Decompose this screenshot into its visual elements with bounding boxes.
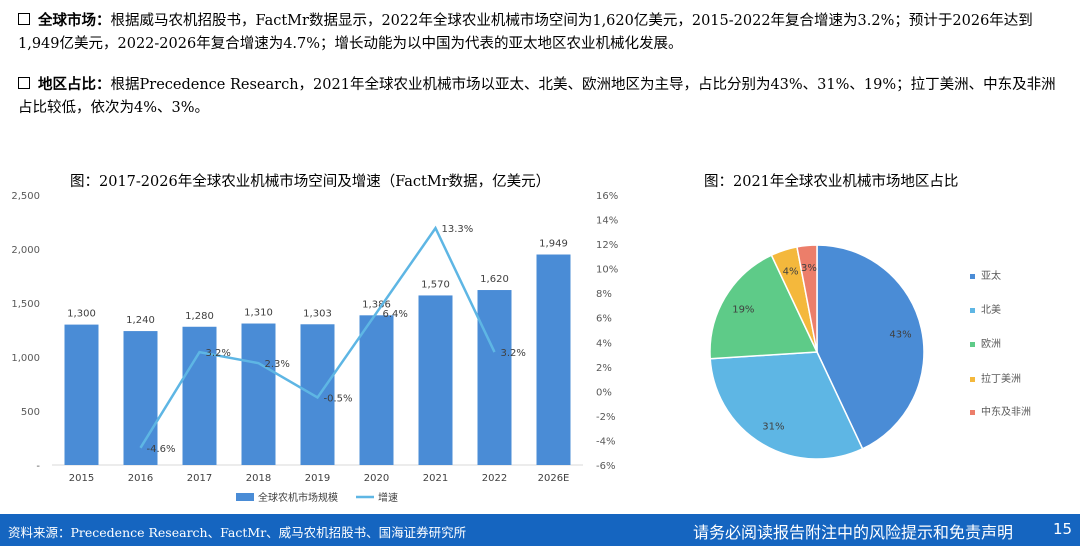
growth-value-label: 6.4% (383, 309, 408, 320)
bar-value-label: 1,949 (539, 239, 568, 250)
footer-source: 资料来源：Precedence Research、FactMr、威马农机招股书、… (8, 525, 467, 540)
x-axis-tick-label: 2020 (364, 473, 389, 484)
bar (536, 254, 571, 465)
right-axis-tick-label: 12% (596, 240, 618, 251)
bullet-text: 根据Precedence Research，2021年全球农业机械市场以亚太、北… (18, 77, 1056, 116)
right-axis-tick-label: 0% (596, 387, 612, 398)
legend-label: 北美 (981, 303, 1001, 316)
left-axis-tick-label: 2,500 (11, 191, 40, 202)
right-axis-tick-label: -2% (596, 412, 615, 423)
bar (359, 315, 394, 465)
footer-disclaimer: 请务必阅读报告附注中的风险提示和免责声明 (693, 523, 1014, 542)
legend-bar-label: 全球农机市场规模 (258, 491, 338, 504)
legend-label: 欧洲 (981, 338, 1001, 350)
x-axis-tick-label: 2015 (69, 473, 94, 484)
pie-slice-label: 19% (732, 304, 754, 315)
x-axis-tick-label: 2022 (482, 473, 507, 484)
x-axis-tick-label: 2016 (128, 473, 153, 484)
pie-slice (709, 254, 819, 360)
x-axis-tick-label: 2026E (538, 473, 570, 484)
bar (241, 323, 276, 465)
growth-value-label: 2.3% (265, 359, 290, 370)
left-axis-tick-label: 1,500 (11, 299, 40, 310)
bar-value-label: 1,386 (362, 299, 391, 310)
bullet-text: 根据威马农机招股书，FactMr数据显示，2022年全球农业机械市场空间为1,6… (18, 13, 1033, 52)
legend-label: 中东及非洲 (981, 405, 1031, 418)
x-axis-tick-label: 2018 (246, 473, 271, 484)
left-axis-tick-label: 2,000 (11, 245, 40, 256)
x-axis-tick-label: 2017 (187, 473, 212, 484)
legend-swatch (970, 274, 975, 279)
bullet-square-icon (18, 77, 30, 89)
growth-value-label: 3.2% (206, 348, 231, 359)
right-axis-tick-label: 14% (596, 216, 618, 227)
bar-value-label: 1,620 (480, 274, 509, 285)
bar-line-chart: - 500 1,000 1,500 2,000 2,500 -6% -4% -2% 0% 2% 4% 6… (11, 191, 618, 504)
right-axis-tick-label: 10% (596, 265, 618, 276)
right-axis-tick-label: 16% (596, 191, 618, 202)
legend-label: 拉丁美洲 (981, 372, 1021, 385)
right-axis-tick-label: 4% (596, 338, 612, 349)
bar-value-label: 1,303 (303, 308, 332, 319)
bar-value-label: 1,240 (126, 315, 155, 326)
legend-swatch (970, 342, 975, 347)
pie-slice (709, 351, 864, 460)
right-axis-tick-label: 2% (596, 363, 612, 374)
bullet-global-market: 全球市场：根据威马农机招股书，FactMr数据显示，2022年全球农业机械市场空… (18, 10, 1068, 56)
bar (418, 295, 453, 465)
x-axis-tick-label: 2021 (423, 473, 448, 484)
growth-value-label: -0.5% (324, 394, 353, 405)
bar-value-label: 1,570 (421, 279, 450, 290)
pie-slice-label: 4% (783, 267, 799, 278)
left-axis-tick-label: - (36, 461, 40, 472)
bar-value-label: 1,300 (67, 309, 96, 320)
growth-value-label: 3.2% (501, 348, 526, 359)
left-axis-tick-label: 500 (21, 407, 40, 418)
pie-chart-title: 图：2021年全球农业机械市场地区占比 (704, 174, 959, 190)
bar (123, 331, 158, 465)
legend-swatch (970, 377, 975, 382)
bar (300, 324, 335, 465)
legend-swatch (970, 410, 975, 415)
right-axis-tick-label: 6% (596, 314, 612, 325)
bar (477, 290, 512, 465)
bullet-key: 地区占比： (38, 77, 111, 93)
pie-slice-label: 43% (889, 329, 911, 340)
bullet-square-icon (18, 13, 30, 25)
bullet-key: 全球市场： (38, 13, 111, 29)
page-number: 15 (1053, 520, 1073, 538)
growth-line (139, 225, 496, 449)
bar (182, 326, 217, 465)
bullet-region-share: 地区占比：根据Precedence Research，2021年全球农业机械市场… (18, 74, 1068, 120)
growth-value-label: -4.6% (147, 444, 176, 455)
footer-bar: 资料来源：Precedence Research、FactMr、威马农机招股书、… (0, 514, 1080, 546)
bar-chart-title: 图：2017-2026年全球农业机械市场空间及增速（FactMr数据，亿美元） (70, 174, 551, 190)
bar (64, 324, 99, 465)
legend-bar-swatch (236, 493, 254, 501)
growth-value-label: 13.3% (442, 224, 474, 235)
legend-swatch (970, 308, 975, 313)
pie-slice (816, 244, 925, 450)
legend-label: 亚太 (981, 269, 1001, 282)
bar-value-label: 1,310 (244, 308, 273, 319)
pie-slice (796, 244, 818, 353)
right-axis-tick-label: -4% (596, 436, 615, 447)
legend-line-label: 增速 (378, 491, 398, 504)
x-axis-tick-label: 2019 (305, 473, 330, 484)
right-axis-tick-label: 8% (596, 289, 612, 300)
right-axis-tick-label: -6% (596, 461, 615, 472)
pie-slice-label: 31% (762, 422, 784, 433)
left-axis-tick-label: 1,000 (11, 353, 40, 364)
pie-slice-label: 3% (801, 263, 817, 274)
bar-value-label: 1,280 (185, 311, 214, 322)
